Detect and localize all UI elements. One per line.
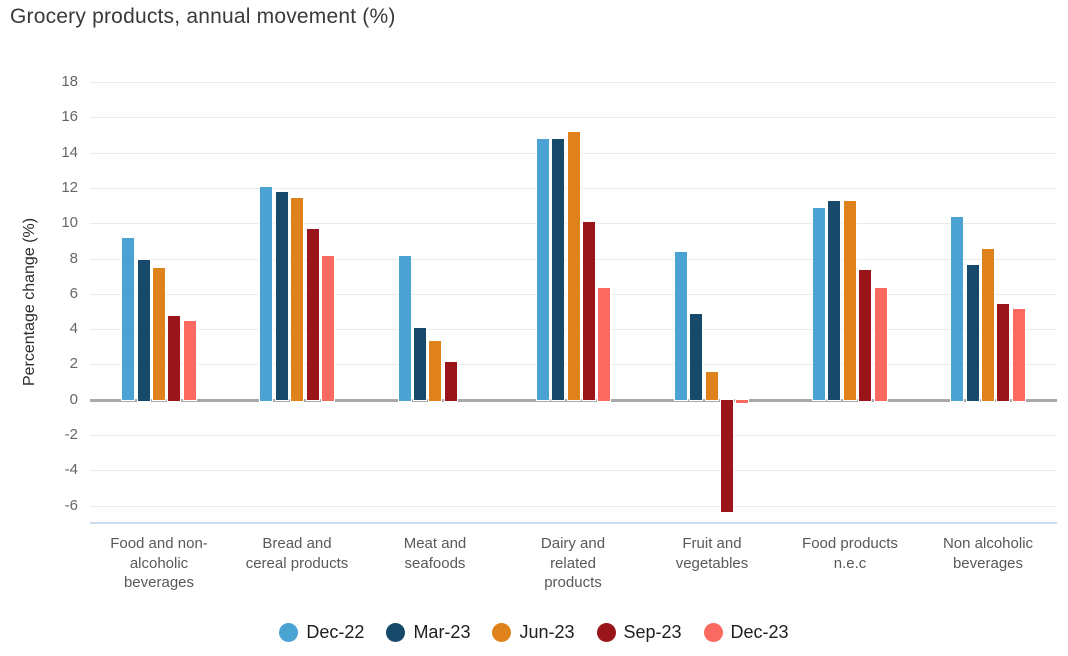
y-tick-label: -4: [64, 461, 78, 478]
bar-sep-23-group4: [582, 221, 596, 401]
bar-jun-23-group4: [567, 131, 581, 401]
bar-jun-23-group1: [152, 267, 166, 401]
bar-dec-23-group4: [597, 287, 611, 402]
bar-dec-22-group2: [259, 186, 273, 402]
bar-mar-23-group4: [551, 138, 565, 401]
x-category-label: Food and non- alcoholic beverages: [110, 535, 208, 591]
legend-item-jun-23[interactable]: Jun-23: [492, 621, 575, 643]
y-tick-label: 10: [61, 214, 78, 231]
gridline: [90, 506, 1057, 507]
gridline: [90, 82, 1057, 83]
y-tick-label: 14: [61, 144, 78, 161]
plot-area: [90, 82, 1057, 524]
legend-marker-icon: [492, 622, 512, 642]
gridline: [90, 470, 1057, 471]
x-category-label: Food products n.e.c: [802, 535, 898, 572]
bar-sep-23-group3: [444, 361, 458, 402]
bar-dec-23-group5: [735, 399, 749, 404]
bar-dec-22-group7: [950, 216, 964, 402]
legend-item-label: Jun-23: [519, 621, 575, 642]
x-category-label: Bread and cereal products: [245, 535, 349, 572]
x-category-label: Dairy and related products: [540, 535, 606, 591]
bar-dec-22-group5: [674, 251, 688, 401]
legend: Dec-22 Mar-23 Jun-23 Sep-23 Dec-23: [0, 616, 1068, 648]
bar-dec-22-group4: [536, 138, 550, 401]
bar-sep-23-group1: [167, 315, 181, 402]
plot-bottom-border: [90, 522, 1057, 524]
legend-item-dec-22[interactable]: Dec-22: [279, 622, 364, 643]
bar-dec-23-group7: [1012, 308, 1026, 402]
bar-dec-23-group1: [183, 320, 197, 401]
x-category-label: Non alcoholic beverages: [942, 535, 1034, 572]
x-category-label: Fruit and vegetables: [675, 535, 749, 572]
bar-jun-23-group2: [290, 197, 304, 402]
bar-mar-23-group1: [137, 259, 151, 402]
y-tick-label: 2: [69, 355, 78, 372]
bar-mar-23-group3: [413, 327, 427, 401]
bar-jun-23-group5: [705, 371, 719, 401]
bar-dec-23-group6: [874, 287, 888, 402]
legend-item-label: Dec-23: [730, 621, 789, 642]
legend-item-label: Sep-23: [623, 621, 682, 642]
gridline: [90, 117, 1057, 118]
bar-sep-23-group2: [306, 228, 320, 401]
bar-jun-23-group6: [843, 200, 857, 401]
legend-item-label: Mar-23: [413, 621, 471, 642]
legend-item-mar-23[interactable]: Mar-23: [386, 622, 470, 643]
x-category-label: Meat and seafoods: [403, 535, 467, 572]
chart-title: Grocery products, annual movement (%): [10, 5, 396, 28]
y-tick-label: 0: [69, 391, 78, 408]
y-tick-label: 18: [61, 73, 78, 90]
legend-marker-icon: [386, 622, 406, 642]
y-tick-label: -6: [64, 497, 78, 514]
bar-mar-23-group5: [689, 313, 703, 401]
bar-mar-23-group7: [966, 264, 980, 402]
bar-sep-23-group6: [858, 269, 872, 402]
y-tick-label: 8: [69, 250, 78, 267]
bar-jun-23-group3: [428, 340, 442, 402]
bar-mar-23-group2: [275, 191, 289, 401]
bar-dec-22-group6: [812, 207, 826, 401]
bar-sep-23-group7: [996, 303, 1010, 402]
legend-marker-icon: [596, 622, 616, 642]
bar-mar-23-group6: [827, 200, 841, 401]
bar-dec-22-group3: [398, 255, 412, 402]
legend-marker-icon: [703, 622, 723, 642]
legend-item-dec-23[interactable]: Dec-23: [703, 621, 789, 643]
bar-sep-23-group5: [720, 399, 734, 513]
y-tick-label: -2: [64, 426, 78, 443]
gridline: [90, 435, 1057, 436]
legend-item-label: Dec-22: [306, 621, 365, 642]
y-tick-label: 6: [69, 285, 78, 302]
bar-dec-22-group1: [121, 237, 135, 401]
bar-dec-23-group2: [321, 255, 335, 402]
bar-jun-23-group7: [981, 248, 995, 402]
y-tick-label: 12: [61, 179, 78, 196]
legend-marker-icon: [279, 622, 299, 642]
y-tick-label: 4: [69, 320, 78, 337]
y-tick-label: 16: [61, 108, 78, 125]
legend-item-sep-23[interactable]: Sep-23: [596, 621, 682, 643]
